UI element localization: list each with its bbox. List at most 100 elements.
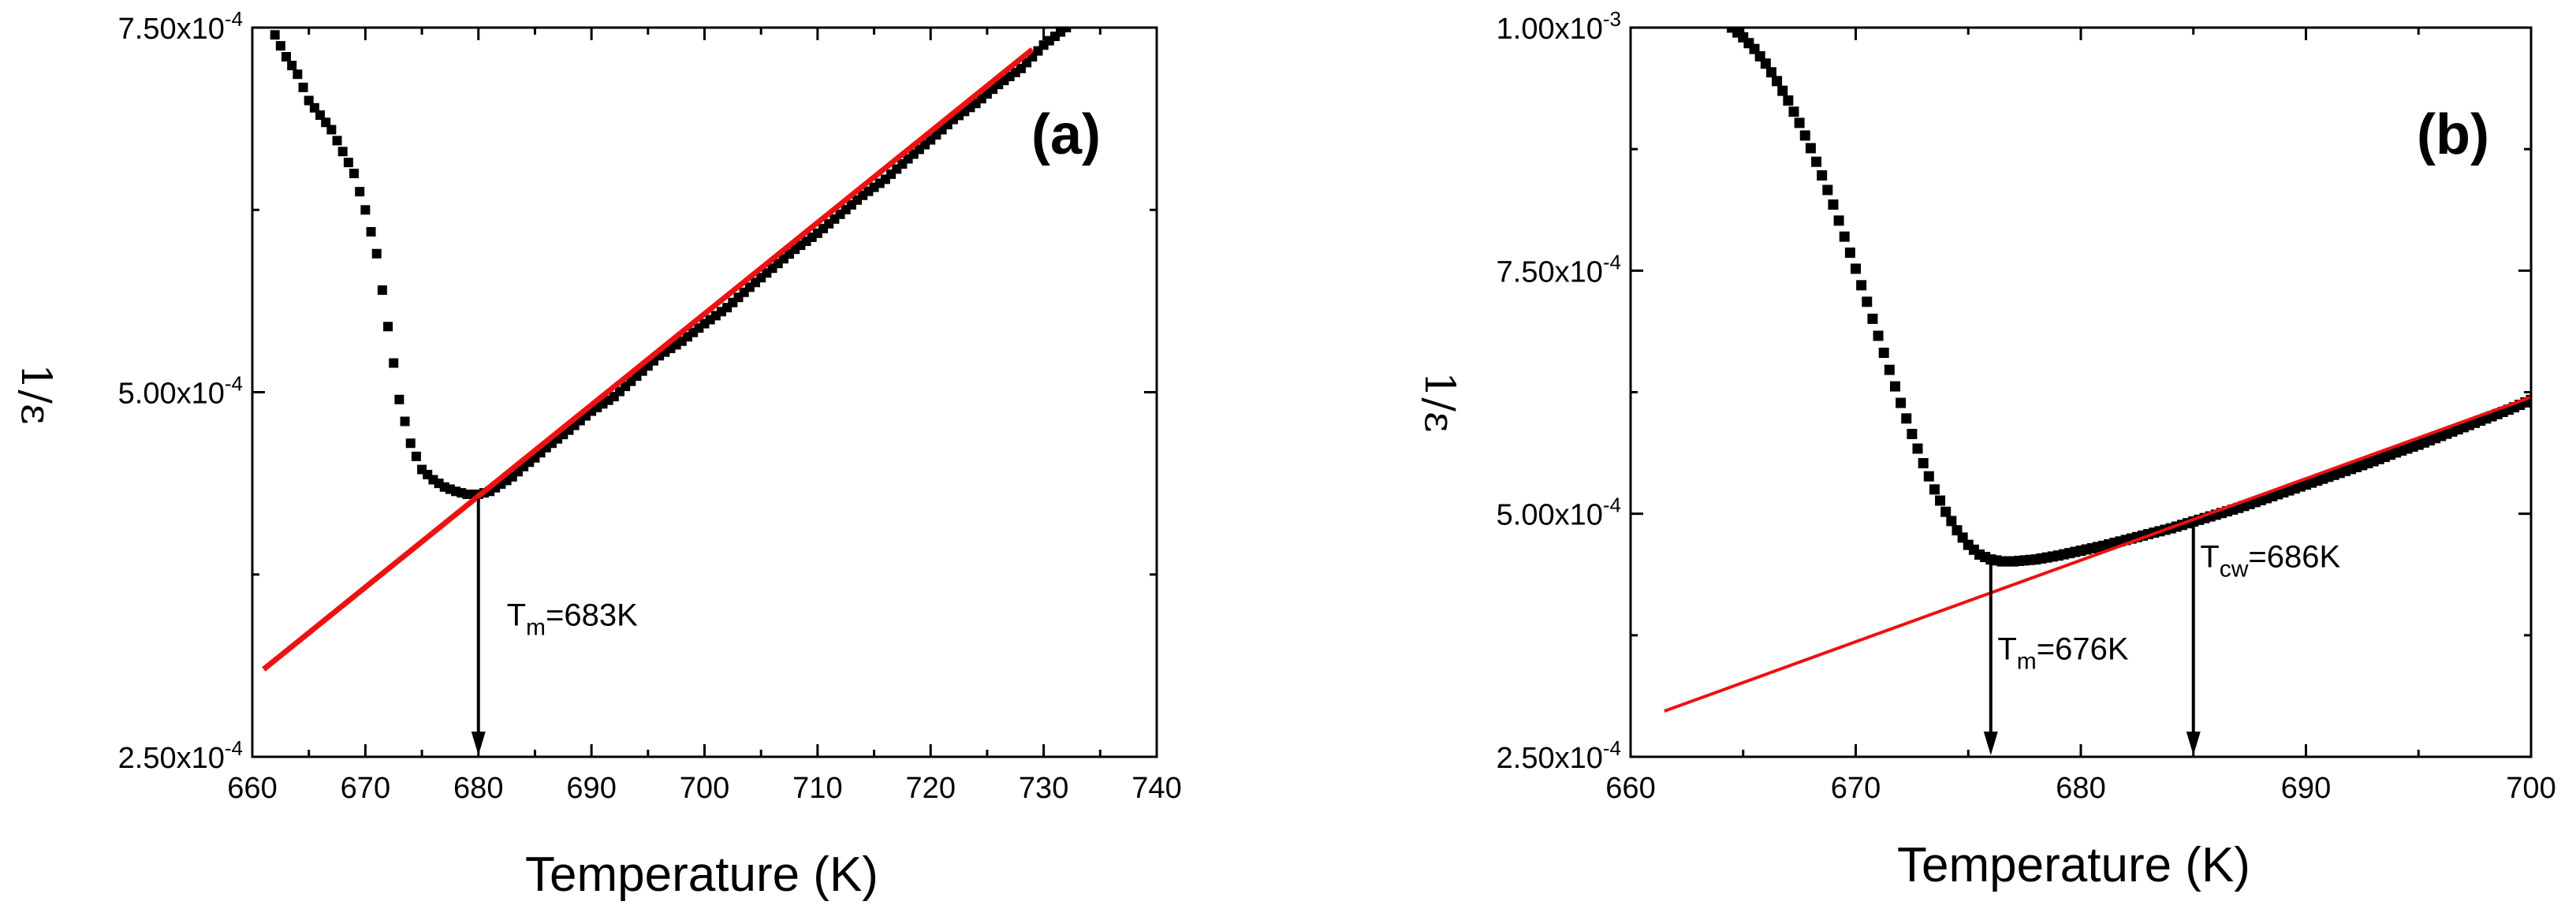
panel-a-data-point — [360, 205, 371, 215]
panel-a-x-tick-label: 730 — [1019, 772, 1068, 805]
panel-a-data-point — [270, 30, 280, 40]
panel-a-x-tick-label: 690 — [566, 772, 616, 805]
panel-a-data-point — [343, 158, 353, 168]
panel-a-data-point — [332, 136, 342, 146]
panel-b-data-point — [1805, 143, 1816, 154]
panel-b-data-point — [1935, 495, 1946, 506]
panel-b-x-tick-label: 660 — [1605, 772, 1655, 805]
panel-a-x-tick-label: 710 — [792, 772, 842, 805]
panel-b-fit-line — [1664, 395, 2531, 713]
panel-a-data-point — [293, 69, 303, 80]
panel-b-arrow-head — [2186, 732, 2201, 755]
panel-b-data-point — [1923, 471, 1934, 482]
panel-b-data-point — [1788, 106, 1799, 117]
panel-b-data-point — [1844, 248, 1855, 259]
panel-b-data-point — [1839, 231, 1850, 242]
panel-a-data-point — [1056, 28, 1066, 37]
panel-a-data-point — [281, 52, 292, 61]
panel-b-data-point — [1918, 458, 1929, 469]
panel-a-data-point — [349, 169, 360, 178]
panel-a-data-point — [400, 416, 410, 426]
panel-b-data-point — [1867, 313, 1878, 324]
panel-b-data-point — [1896, 397, 1907, 408]
panel-a-data-point — [366, 227, 376, 237]
panel-a-ticks: 660 670 680 690 700 710 720 730 740 2.50x10-4 5.00… — [118, 7, 1182, 805]
panel-a-arrow-head — [471, 732, 486, 755]
panel-b-annotation-label: Tm=676K — [1997, 632, 2129, 675]
panel-a-data-point — [304, 95, 314, 106]
panel-a-y-tick-label: 7.50x10-4 — [118, 7, 243, 46]
panel-b-data-point — [1772, 76, 1783, 87]
panel-a-x-tick-label: 660 — [227, 772, 277, 805]
panel-b-data-point — [1878, 348, 1889, 359]
panel-a-data-point — [309, 102, 319, 113]
panel-b-data-point — [1907, 429, 1918, 440]
panel-a-data-point — [315, 110, 326, 120]
panel-a-fit-line — [262, 47, 1035, 672]
panel-b-data-point — [1765, 67, 1776, 78]
panel-b-data-point — [1726, 28, 1737, 33]
panel-b-ticks: 660 670 680 690 700 2.50x10-4 5.00x10-4 7.50x10… — [1497, 7, 2556, 805]
panel-a-x-tick-label: 700 — [680, 772, 729, 805]
panel-a-data-point — [405, 438, 416, 449]
panel-a-x-tick-label: 680 — [453, 772, 503, 805]
panel-b-data-point — [1901, 413, 1912, 424]
panel-a-y-tick-label: 5.00x10-4 — [118, 372, 243, 411]
panel-a-data-point — [377, 285, 387, 295]
panel-b-data-point — [1884, 364, 1895, 375]
panel-a-x-axis-title: Temperature (K) — [525, 847, 878, 902]
panel-b-data-point — [1799, 130, 1810, 141]
panel-b-y-tick-label: 7.50x10-4 — [1497, 250, 1621, 289]
panel-b-data-point — [1929, 484, 1940, 495]
panel-a-x-tick-label: 720 — [906, 772, 956, 805]
panel-b-annotation-label: Tcw=686K — [2200, 540, 2340, 583]
panel-b-data-point — [1822, 184, 1833, 196]
panel-a-annotation-label: Tm=683K — [507, 598, 639, 641]
panel-b-arrow-head — [1983, 732, 1998, 755]
panel-b-data-point — [1946, 516, 1957, 527]
panel-b-y-tick-label: 1.00x10-3 — [1497, 7, 1621, 46]
panel-b-data-point — [1856, 280, 1867, 291]
panel-b-data-point — [1777, 85, 1788, 96]
panel-b-data-point — [1811, 156, 1822, 167]
panel-b-data-layer — [1664, 28, 2531, 713]
panel-a-label: (a) — [1031, 103, 1101, 166]
panel-a-annotations: Tm=683K — [471, 498, 639, 755]
panel-a-y-tick-label: 2.50x10-4 — [118, 736, 243, 775]
panel-b-label: (b) — [2417, 103, 2489, 166]
panel-a-data-point — [371, 248, 382, 259]
panel-a-data-point — [1061, 28, 1072, 32]
panel-a-data-point — [275, 41, 285, 51]
panel-b-y-axis-title: 1/ε — [1415, 371, 1463, 433]
panel-a-y-axis-title: 1/ε — [12, 363, 59, 425]
panel-a-data-point — [383, 322, 393, 332]
panel-a-data-point — [321, 117, 331, 128]
panel-a-data-layer — [262, 28, 1072, 672]
panel-b-y-tick-label: 2.50x10-4 — [1497, 736, 1621, 775]
panel-b-data-point — [1889, 381, 1900, 392]
panel-b-data-point — [1851, 263, 1861, 274]
panel-b-x-tick-label: 680 — [2056, 772, 2105, 805]
panel-b-data-point — [1862, 296, 1873, 307]
panel-a-data-point — [389, 358, 399, 368]
panel-b-x-axis-title: Temperature (K) — [1897, 838, 2250, 892]
panel-b-data-point — [1940, 506, 1952, 517]
panel-b-data-point — [2526, 394, 2531, 405]
panel-a-x-tick-label: 670 — [341, 772, 390, 805]
panel-b-data-point — [1873, 330, 1884, 341]
panel-b-data-point — [1828, 199, 1839, 210]
panel-a: 660 670 680 690 700 710 720 730 740 2.50x10-4 5.00… — [12, 7, 1182, 902]
panel-a-data-point — [337, 147, 348, 157]
panel-b-x-tick-label: 670 — [1831, 772, 1881, 805]
panel-a-data-point — [394, 394, 404, 404]
panel-b-x-tick-label: 690 — [2281, 772, 2331, 805]
panel-b-data-point — [1760, 58, 1771, 69]
panel-b-data-point — [1783, 95, 1794, 106]
panel-a-data-point — [355, 187, 365, 197]
panel-a-data-point — [298, 82, 308, 92]
panel-b-data-point — [1833, 215, 1844, 226]
panel-a-data-point — [287, 61, 297, 71]
panel-b-annotations: Tm=676K Tcw=686K — [1983, 521, 2341, 755]
panel-b-data-point — [1817, 169, 1828, 181]
